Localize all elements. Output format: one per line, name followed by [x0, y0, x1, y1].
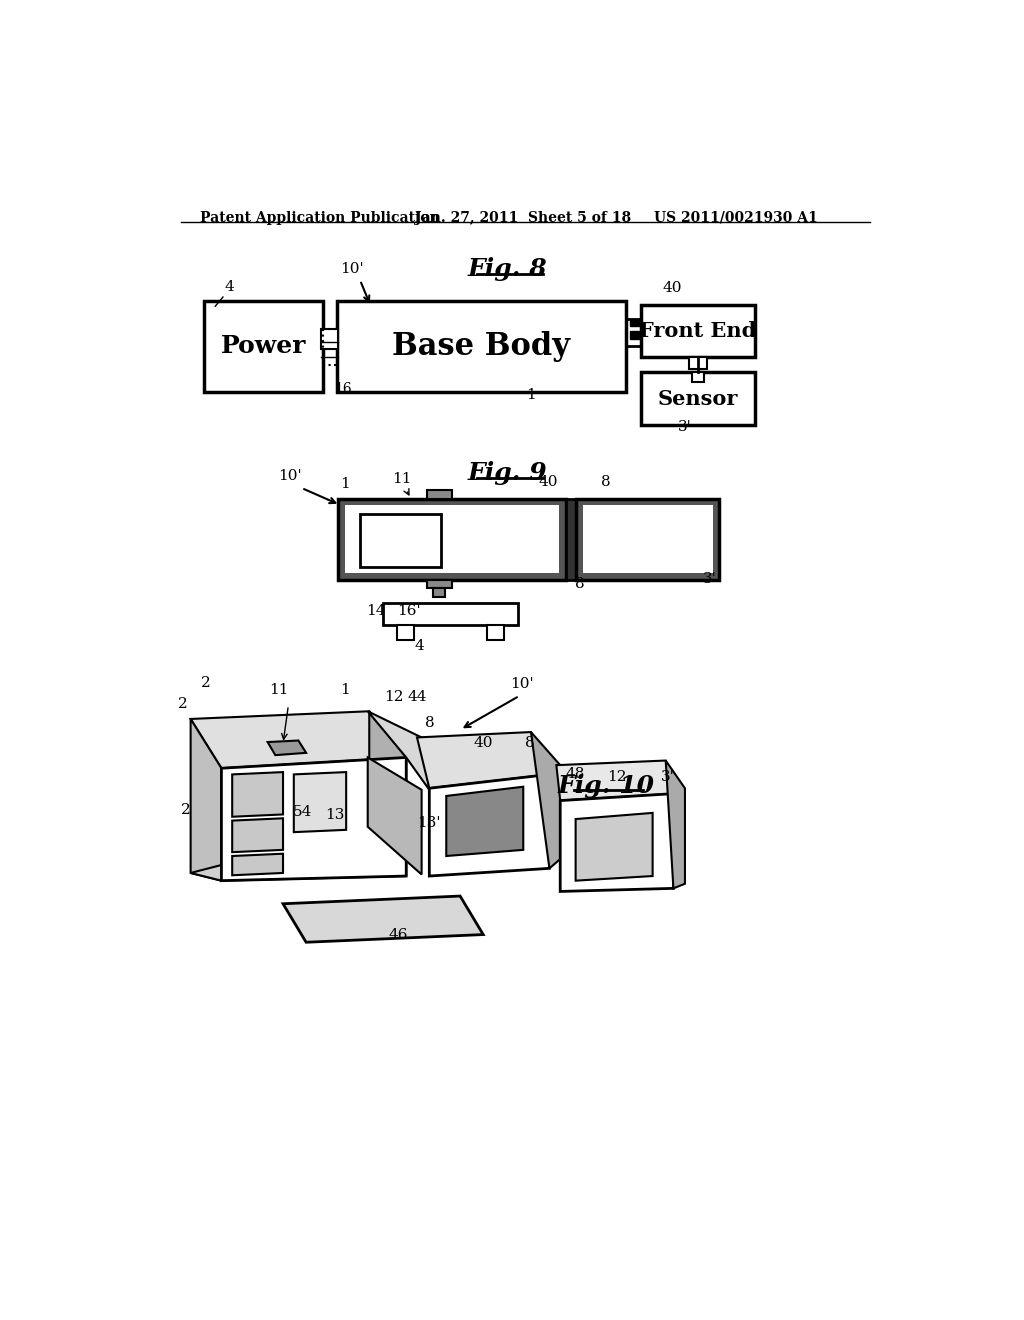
- Text: 16: 16: [335, 381, 352, 396]
- Bar: [630, 318, 640, 326]
- Text: 40: 40: [539, 475, 558, 490]
- Text: 1: 1: [340, 477, 349, 491]
- Polygon shape: [417, 733, 550, 788]
- Text: 8: 8: [574, 577, 585, 591]
- Polygon shape: [294, 772, 346, 832]
- Text: 11: 11: [269, 684, 289, 697]
- Text: 8: 8: [425, 715, 434, 730]
- Text: Jan. 27, 2011  Sheet 5 of 18: Jan. 27, 2011 Sheet 5 of 18: [416, 211, 632, 224]
- Polygon shape: [556, 760, 674, 800]
- Bar: [397, 626, 414, 640]
- Bar: [577, 499, 719, 579]
- Polygon shape: [232, 818, 283, 853]
- Bar: [583, 506, 713, 573]
- Text: 3': 3': [678, 420, 692, 434]
- Polygon shape: [368, 711, 429, 789]
- Polygon shape: [575, 813, 652, 880]
- Text: 3': 3': [702, 572, 717, 586]
- Polygon shape: [190, 826, 407, 880]
- Polygon shape: [232, 854, 283, 875]
- Polygon shape: [221, 758, 407, 880]
- Text: 10': 10': [279, 470, 302, 483]
- Bar: [427, 579, 452, 589]
- Text: Fig. 9: Fig. 9: [468, 461, 548, 484]
- Text: 1: 1: [526, 388, 536, 401]
- Text: 40: 40: [663, 281, 682, 296]
- Text: Fig. 10: Fig. 10: [558, 775, 655, 799]
- Text: 14: 14: [366, 605, 385, 618]
- Text: 13': 13': [326, 808, 348, 822]
- Bar: [692, 372, 705, 381]
- Text: 2: 2: [181, 803, 190, 817]
- Text: Sensor: Sensor: [657, 388, 738, 409]
- Bar: [433, 589, 445, 598]
- Bar: [339, 499, 565, 579]
- Text: 1: 1: [340, 684, 349, 697]
- Text: 46: 46: [389, 928, 409, 942]
- Text: 16': 16': [397, 605, 421, 618]
- Text: 48: 48: [566, 767, 586, 780]
- Bar: [689, 358, 708, 370]
- Text: 2: 2: [178, 697, 187, 711]
- Text: Front End: Front End: [639, 321, 757, 341]
- Bar: [321, 330, 338, 350]
- Polygon shape: [368, 758, 422, 875]
- Bar: [345, 506, 559, 573]
- Bar: [204, 301, 323, 392]
- Text: 12: 12: [384, 689, 403, 704]
- Bar: [577, 499, 719, 579]
- Bar: [337, 301, 626, 392]
- Bar: [565, 499, 577, 579]
- Polygon shape: [232, 772, 283, 817]
- Polygon shape: [531, 733, 560, 869]
- Polygon shape: [560, 793, 674, 891]
- Text: Patent Application Publication: Patent Application Publication: [200, 211, 439, 224]
- Text: 40: 40: [473, 735, 493, 750]
- Bar: [487, 626, 504, 640]
- Text: Fig. 8: Fig. 8: [468, 257, 548, 281]
- Bar: [427, 490, 452, 499]
- Bar: [339, 499, 565, 579]
- Text: 10': 10': [341, 263, 365, 276]
- Polygon shape: [370, 711, 407, 876]
- Polygon shape: [267, 741, 306, 755]
- Polygon shape: [666, 760, 685, 888]
- Text: 13': 13': [418, 816, 441, 830]
- Text: Base Body: Base Body: [392, 331, 570, 362]
- Text: 3': 3': [662, 770, 675, 784]
- Text: 2: 2: [201, 676, 211, 689]
- Polygon shape: [190, 711, 407, 768]
- Polygon shape: [283, 896, 483, 942]
- Text: 54: 54: [293, 805, 312, 818]
- Bar: [630, 331, 640, 339]
- Text: 10': 10': [510, 677, 534, 692]
- Text: 12: 12: [607, 770, 627, 784]
- Text: 8: 8: [524, 735, 535, 750]
- Text: 8: 8: [601, 475, 610, 490]
- Polygon shape: [429, 775, 550, 876]
- Text: 44: 44: [408, 689, 427, 704]
- Polygon shape: [446, 787, 523, 857]
- Text: 4: 4: [224, 280, 234, 294]
- Bar: [383, 603, 518, 626]
- Text: US 2011/0021930 A1: US 2011/0021930 A1: [654, 211, 818, 224]
- Polygon shape: [190, 719, 221, 880]
- Bar: [641, 372, 755, 425]
- Bar: [641, 305, 755, 358]
- Text: Power: Power: [221, 334, 306, 358]
- Bar: [360, 513, 441, 566]
- Text: 4: 4: [415, 639, 424, 653]
- Text: 11: 11: [392, 471, 412, 486]
